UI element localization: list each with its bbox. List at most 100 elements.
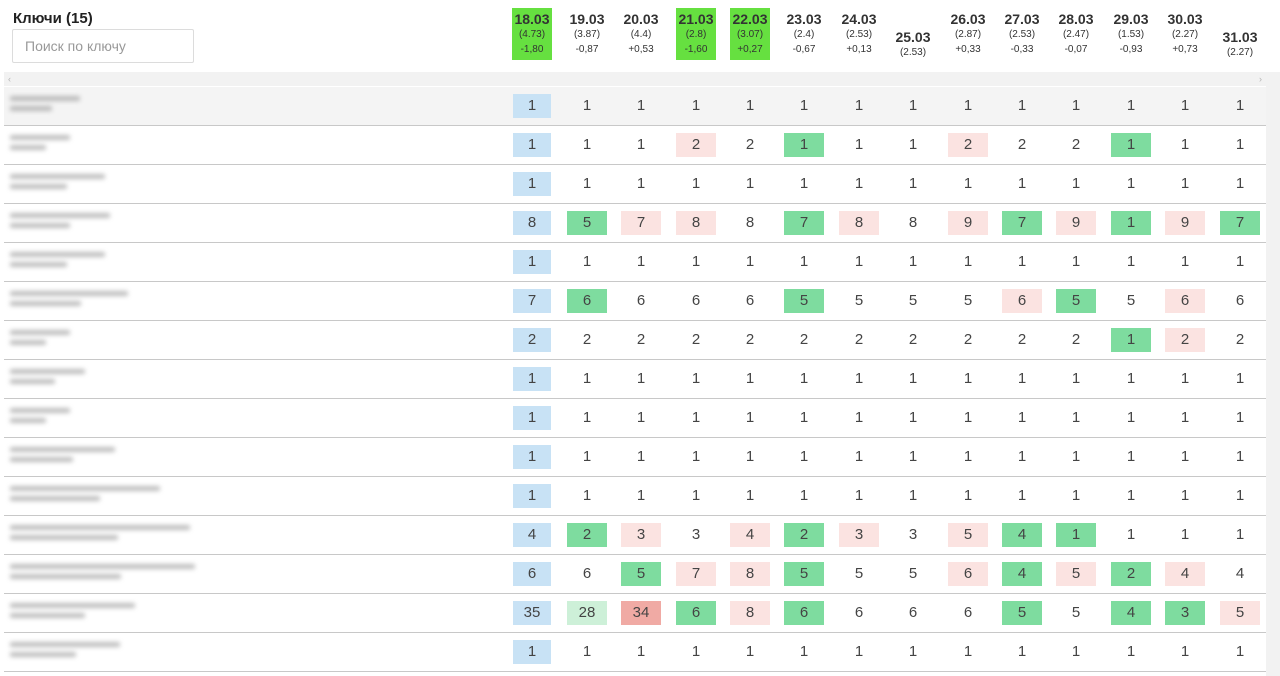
position-cell: 35 (513, 601, 551, 625)
date-label: 21.03 (678, 11, 714, 27)
position-cell: 1 (854, 487, 864, 504)
keyword-cell[interactable] (4, 399, 208, 437)
date-label: 31.03 (1222, 29, 1258, 45)
position-cell: 6 (948, 562, 988, 586)
scroll-right-icon[interactable]: › (1259, 74, 1262, 84)
date-column-header[interactable]: 21.03 (2.8) -1,60 (676, 8, 716, 60)
blurred-keyword-text (10, 444, 206, 470)
position-cell: 2 (799, 331, 809, 348)
date-column-header[interactable]: 24.03 (2.53) +0,13 (839, 8, 879, 60)
date-column-header[interactable]: 25.03 (2.53) (893, 26, 933, 62)
position-cell: 1 (799, 175, 809, 192)
date-column-header[interactable]: 29.03 (1.53) -0,93 (1111, 8, 1151, 60)
position-change: +0,33 (955, 44, 981, 55)
horizontal-scrollbar[interactable]: ‹ › (4, 72, 1266, 86)
position-cell: 5 (854, 565, 864, 582)
date-label: 28.03 (1058, 11, 1094, 27)
position-cell: 2 (676, 133, 716, 157)
position-cell: 1 (582, 409, 592, 426)
date-column-header[interactable]: 30.03 (2.27) +0,73 (1165, 8, 1205, 60)
position-cell: 3 (908, 526, 918, 543)
position-cell: 1 (691, 97, 701, 114)
position-cell: 3 (691, 526, 701, 543)
date-column-header[interactable]: 18.03 (4.73) -1,80 (512, 8, 552, 60)
keyword-cell[interactable] (4, 477, 208, 515)
position-cell: 2 (1165, 328, 1205, 352)
position-cell: 6 (691, 292, 701, 309)
position-cell: 1 (691, 487, 701, 504)
position-cell: 5 (948, 523, 988, 547)
position-cell: 8 (908, 214, 918, 231)
position-cell: 1 (963, 448, 973, 465)
date-column-header[interactable]: 27.03 (2.53) -0,33 (1002, 8, 1042, 60)
position-cell: 6 (963, 604, 973, 621)
position-cell: 1 (582, 448, 592, 465)
keyword-cell[interactable] (4, 87, 208, 125)
keyword-cell[interactable] (4, 516, 208, 554)
position-cell: 1 (1071, 409, 1081, 426)
table-row: 1 1 1 1 1 1 1 1 1 1 1 1 1 1 (4, 87, 1266, 126)
position-cell: 9 (1165, 211, 1205, 235)
position-cell: 6 (1165, 289, 1205, 313)
keyword-cell[interactable] (4, 126, 208, 164)
blurred-keyword-text (10, 639, 206, 665)
position-cell: 7 (1002, 211, 1042, 235)
position-cell: 5 (567, 211, 607, 235)
position-cell: 1 (1111, 211, 1151, 235)
keyword-cell[interactable] (4, 282, 208, 320)
blurred-keyword-text (10, 483, 206, 509)
date-column-header[interactable]: 23.03 (2.4) -0,67 (784, 8, 824, 60)
position-cell: 2 (567, 523, 607, 547)
position-cell: 1 (1071, 175, 1081, 192)
position-change: -0,93 (1119, 44, 1143, 55)
scroll-left-icon[interactable]: ‹ (8, 74, 11, 84)
position-cell: 1 (636, 370, 646, 387)
table-row: 1 1 1 1 1 1 1 1 1 1 1 1 1 1 (4, 399, 1266, 438)
keyword-cell[interactable] (4, 321, 208, 359)
keyword-cell[interactable] (4, 633, 208, 671)
keyword-cell[interactable] (4, 438, 208, 476)
position-cell: 1 (1235, 487, 1245, 504)
position-cell: 1 (636, 175, 646, 192)
position-cell: 1 (854, 643, 864, 660)
vertical-scrollbar-track[interactable] (1266, 0, 1280, 676)
position-cell: 8 (745, 214, 755, 231)
average-position: (2.53) (899, 47, 927, 58)
position-cell: 1 (799, 643, 809, 660)
keyword-cell[interactable] (4, 204, 208, 242)
position-cell: 1 (1017, 97, 1027, 114)
date-column-header[interactable]: 28.03 (2.47) -0,07 (1056, 8, 1096, 60)
blurred-keyword-text (10, 210, 206, 236)
position-cell: 6 (908, 604, 918, 621)
keyword-search-input[interactable] (12, 29, 194, 63)
date-column-header[interactable]: 19.03 (3.87) -0,87 (567, 8, 607, 60)
date-column-header[interactable]: 20.03 (4.4) +0,53 (621, 8, 661, 60)
position-change: -1,60 (684, 44, 708, 55)
position-cell: 6 (1235, 292, 1245, 309)
date-column-header[interactable]: 26.03 (2.87) +0,33 (948, 8, 988, 60)
position-cell: 2 (908, 331, 918, 348)
keyword-cell[interactable] (4, 243, 208, 281)
position-cell: 1 (908, 448, 918, 465)
date-column-header[interactable]: 22.03 (3.07) +0,27 (730, 8, 770, 60)
position-cell: 2 (1111, 562, 1151, 586)
date-column-header[interactable]: 31.03 (2.27) (1220, 26, 1260, 62)
position-cell: 1 (799, 487, 809, 504)
keyword-cell[interactable] (4, 594, 208, 632)
position-cell: 1 (691, 370, 701, 387)
position-cell: 1 (1017, 175, 1027, 192)
keyword-cell[interactable] (4, 165, 208, 203)
position-cell: 1 (1017, 409, 1027, 426)
position-cell: 2 (948, 133, 988, 157)
position-cell: 1 (691, 253, 701, 270)
position-cell: 1 (1017, 487, 1027, 504)
position-change: -1,80 (520, 44, 544, 55)
position-cell: 1 (1126, 409, 1136, 426)
keyword-cell[interactable] (4, 360, 208, 398)
table-row: 35 28 34 6 8 6 6 6 6 5 5 4 3 5 (4, 594, 1266, 633)
keyword-cell[interactable] (4, 555, 208, 593)
position-cell: 1 (513, 172, 551, 196)
